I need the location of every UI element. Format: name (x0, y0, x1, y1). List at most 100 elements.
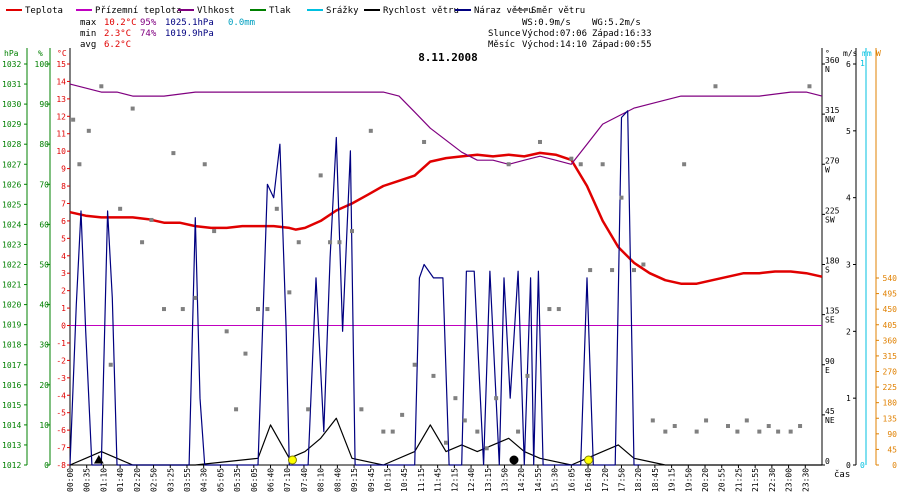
wind-direction-point (475, 429, 480, 434)
wind-speed-tick-label: 4 (846, 194, 851, 203)
x-tick-label: 16:40 (584, 468, 593, 492)
wind-direction-point (807, 84, 812, 89)
wind-direction-point (318, 173, 323, 178)
wind-direction-point (149, 217, 154, 222)
x-tick-label: 10:45 (400, 468, 409, 492)
x-tick-label: 13:50 (500, 468, 509, 492)
x-tick-label: 18:20 (634, 468, 643, 492)
wind-direction-point (650, 418, 655, 423)
legend-label: Směr větru (531, 6, 585, 16)
legend-label: Tlak (269, 6, 291, 16)
wind-direction-point (619, 195, 624, 200)
radiation-tick-label: 45 (887, 445, 897, 454)
pressure-tick-label: 1025 (2, 200, 21, 209)
x-tick-label: 18:45 (651, 468, 660, 492)
pressure-axis-label: hPa (4, 49, 19, 58)
sun-moon-block: WS:0.9m/s WG:5.2m/s Slunce Východ:07:06 … (488, 18, 652, 50)
x-tick-label: 08:10 (317, 468, 326, 492)
x-tick-label: 23:30 (801, 468, 810, 492)
sun-label: Slunce (488, 29, 521, 39)
x-tick-label: 20:20 (701, 468, 710, 492)
x-tick-label: 03:55 (183, 468, 192, 492)
radiation-tick-label: 450 (883, 305, 898, 314)
pressure-tick-label: 1022 (2, 261, 21, 270)
legend-label: Srážky (326, 6, 359, 16)
x-axis-label: čas (834, 469, 850, 480)
pressure-tick-label: 1029 (2, 120, 21, 129)
wind-direction-point (578, 162, 583, 167)
temperature-tick-label: -6 (56, 426, 66, 435)
stats-avg-label: avg (80, 40, 96, 50)
wind-direction-point (494, 396, 499, 401)
wind-direction-point (234, 407, 239, 412)
legend: Teplota Přízemní teplota Vlhkost Tlak Srážky… (6, 6, 585, 16)
wind-direction-point (444, 440, 448, 445)
wind-direction-point (798, 424, 803, 429)
temperature-tick-label: 12 (56, 112, 66, 121)
humidity-tick-label: 10 (39, 421, 49, 430)
wind-speed-tick-label: 2 (846, 327, 851, 336)
legend-label: Teplota (25, 6, 63, 16)
stats-max-rain: 0.0mm (228, 18, 255, 28)
wind-direction-point (600, 162, 605, 167)
wind-direction-point (328, 240, 333, 245)
wind-speed-tick-label: 0 (846, 461, 851, 470)
wind-direction-point (212, 229, 217, 234)
humidity-tick-label: 60 (39, 220, 49, 229)
x-tick-label: 03:25 (166, 468, 175, 492)
wind-direction-point (224, 329, 229, 334)
wind-ws: WS:0.9m/s (522, 18, 571, 28)
series-line-vlhkost (69, 83, 823, 165)
x-tick-label: 06:05 (250, 468, 259, 492)
stats-max-hum: 95% (140, 18, 157, 28)
temperature-tick-label: -4 (56, 391, 66, 400)
x-tick-label: 01:40 (116, 468, 125, 492)
x-tick-label: 20:55 (718, 468, 727, 492)
radiation-tick-label: 0 (892, 461, 897, 470)
pressure-tick-label: 1014 (2, 421, 21, 430)
radiation-tick-label: 135 (883, 414, 898, 423)
temperature-tick-label: -2 (56, 356, 66, 365)
x-tick-label: 13:15 (484, 468, 493, 492)
radiation-tick-label: 540 (883, 274, 898, 283)
wind-direction-point (296, 240, 301, 245)
wind-direction-point (776, 429, 781, 434)
direction-tick-label: 45 (825, 407, 835, 416)
wind-wg: WG:5.2m/s (592, 18, 641, 28)
x-tick-label: 04:30 (200, 468, 209, 492)
x-tick-label: 02:50 (150, 468, 159, 492)
legend-label: Rychlost větru (383, 6, 459, 16)
rain-axis-label: mm (862, 49, 872, 58)
sun-rise: Východ:07:06 (522, 29, 587, 39)
wind-direction-point (516, 429, 521, 434)
wind-direction-point (202, 162, 207, 167)
x-tick-label: 12:15 (450, 468, 459, 492)
compass-label: E (825, 366, 830, 375)
temperature-tick-label: 8 (61, 182, 66, 191)
series-line-rychlost-větru (69, 417, 822, 466)
wind-direction-point (171, 151, 176, 156)
sunrise-marker (287, 455, 297, 465)
radiation-tick-label: 360 (883, 336, 898, 345)
wind-direction-point (86, 128, 91, 133)
pressure-tick-label: 1026 (2, 180, 21, 189)
moon-label: Měsíc (488, 40, 515, 50)
temperature-tick-label: -7 (56, 444, 66, 453)
temperature-tick-label: -5 (56, 409, 66, 418)
stats-min-label: min (80, 29, 96, 39)
humidity-tick-label: 40 (39, 301, 49, 310)
temperature-tick-label: 7 (61, 199, 66, 208)
humidity-tick-label: 70 (39, 180, 49, 189)
wind-direction-point (610, 268, 615, 273)
temperature-tick-label: 5 (61, 234, 66, 243)
wind-direction-point (368, 128, 373, 133)
pressure-tick-label: 1015 (2, 401, 21, 410)
humidity-tick-label: 0 (44, 461, 49, 470)
x-tick-label: 19:15 (668, 468, 677, 492)
wind-direction-point (726, 424, 730, 429)
temperature-tick-label: 14 (56, 77, 66, 86)
temperature-tick-label: 15 (56, 60, 66, 69)
wind-direction-point (735, 429, 740, 434)
wind-direction-point (77, 162, 82, 167)
